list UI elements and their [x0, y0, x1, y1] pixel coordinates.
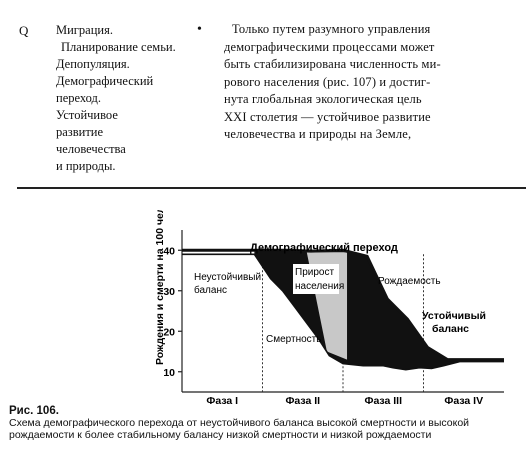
text-line: Только путем разумного управления: [232, 22, 431, 36]
sidebar-keywords: Миграция. Планирование семьи. Депопуляци…: [56, 22, 176, 175]
y-ticks: 10 20 30 40: [163, 245, 182, 379]
annotation-growth-1: Прирост: [295, 267, 334, 278]
sidebar-marker: Q: [19, 23, 29, 38]
phase-label: Фаза III: [364, 395, 402, 405]
keyword: Демографический: [56, 74, 154, 88]
phase-label: Фаза II: [285, 395, 320, 405]
annotation-unstable-1: Неустойчивый: [194, 272, 261, 283]
phase-label: Фаза IV: [444, 395, 483, 405]
annotation-stable-2: баланс: [432, 323, 469, 335]
birth-rate-line: [182, 248, 504, 362]
text-line: XXI столетия — устойчивое развитие: [224, 109, 431, 124]
keyword: развитие: [56, 125, 104, 139]
keyword: человечества: [56, 142, 126, 156]
annotation-stable-1: Устойчивый: [422, 310, 486, 322]
text-line: демографическими процессами может: [224, 39, 435, 54]
death-rate-line: [182, 253, 504, 371]
annotation-unstable-1-text: Неустойчивый: [194, 272, 261, 283]
section-divider: [17, 187, 526, 189]
figure-number: Рис. 106.: [9, 405, 59, 417]
demographic-transition-chart: Рождения и смерти на 100 чел. 10 20 30 40 Д…: [154, 210, 504, 405]
label-box-growth: [293, 264, 339, 294]
keyword: Устойчивое: [56, 108, 118, 122]
keyword: переход.: [56, 91, 102, 105]
text-line: человечества и природы на Земле,: [224, 127, 412, 141]
y-tick-label: 20: [163, 326, 175, 338]
y-axis-label: Рождения и смерти на 100 чел.: [154, 210, 166, 365]
chart-title: Демографический переход: [250, 242, 398, 254]
y-tick-label: 10: [163, 367, 175, 379]
y-tick-label: 30: [163, 286, 175, 298]
figure-caption: Рис. 106. Схема демографического переход…: [9, 405, 509, 441]
keyword: и природы.: [56, 159, 116, 173]
annotation-birth: Рождаемость: [378, 276, 441, 287]
text-line: рового населения (рис. 107) и достиг-: [224, 74, 431, 89]
y-tick-label: 40: [163, 245, 175, 257]
keyword: Депопуляция.: [56, 57, 130, 71]
annotation-unstable-2: баланс: [194, 284, 227, 296]
bullet-marker: •: [197, 22, 202, 37]
text-line: нута глобальная экологическая цель: [224, 92, 422, 106]
phase-labels: Фаза I Фаза II Фаза III Фаза IV: [206, 395, 483, 405]
body-paragraph: Только путем разумного управления демогр…: [224, 21, 524, 144]
annotation-unstable-2-text: баланс: [194, 284, 227, 296]
keyword: Планирование семьи.: [61, 40, 176, 54]
figure-caption-text: Схема демографического перехода от неуст…: [9, 417, 470, 441]
annotation-mortality: Смертность: [266, 334, 321, 345]
annotation-growth-2: населения: [295, 281, 344, 292]
phase-label: Фаза I: [206, 395, 238, 405]
keyword: Миграция.: [56, 23, 113, 37]
text-line: быть стабилизирована численность ми-: [224, 57, 441, 71]
